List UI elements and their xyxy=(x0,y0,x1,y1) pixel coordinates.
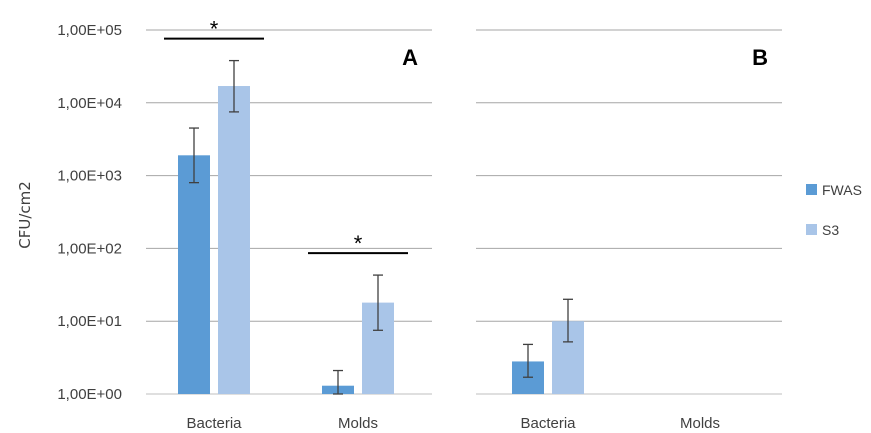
y-tick-label: 1,00E+04 xyxy=(57,95,122,112)
panel-label: A xyxy=(402,45,418,70)
y-tick-label: 1,00E+05 xyxy=(57,22,122,39)
legend-swatch-s3 xyxy=(806,224,817,235)
y-axis-label: CFU/cm2 xyxy=(16,181,34,249)
bar-s3 xyxy=(218,86,250,394)
significance-star: * xyxy=(210,17,219,42)
bar-fwas xyxy=(178,155,210,394)
legend-label-fwas: FWAS xyxy=(822,182,862,198)
x-category-label: Molds xyxy=(680,415,720,432)
x-category-label: Bacteria xyxy=(520,415,576,432)
legend-swatch-fwas xyxy=(806,184,817,195)
y-tick-label: 1,00E+03 xyxy=(57,168,122,185)
x-category-label: Bacteria xyxy=(186,415,242,432)
error-bars xyxy=(189,59,573,395)
panel-label: B xyxy=(752,45,768,70)
x-category-label: Molds xyxy=(338,415,378,432)
y-tick-label: 1,00E+02 xyxy=(57,240,122,257)
y-tick-label: 1,00E+01 xyxy=(57,313,122,330)
significance-star: * xyxy=(354,231,363,256)
legend: FWAS S3 xyxy=(806,182,862,238)
bars xyxy=(178,86,584,394)
legend-label-s3: S3 xyxy=(822,222,839,238)
labels: 1,00E+00 1,00E+01 1,00E+02 1,00E+03 1,00E+04… xyxy=(57,22,768,432)
y-tick-label: 1,00E+00 xyxy=(57,386,122,403)
significance-markers: ** xyxy=(164,17,408,256)
